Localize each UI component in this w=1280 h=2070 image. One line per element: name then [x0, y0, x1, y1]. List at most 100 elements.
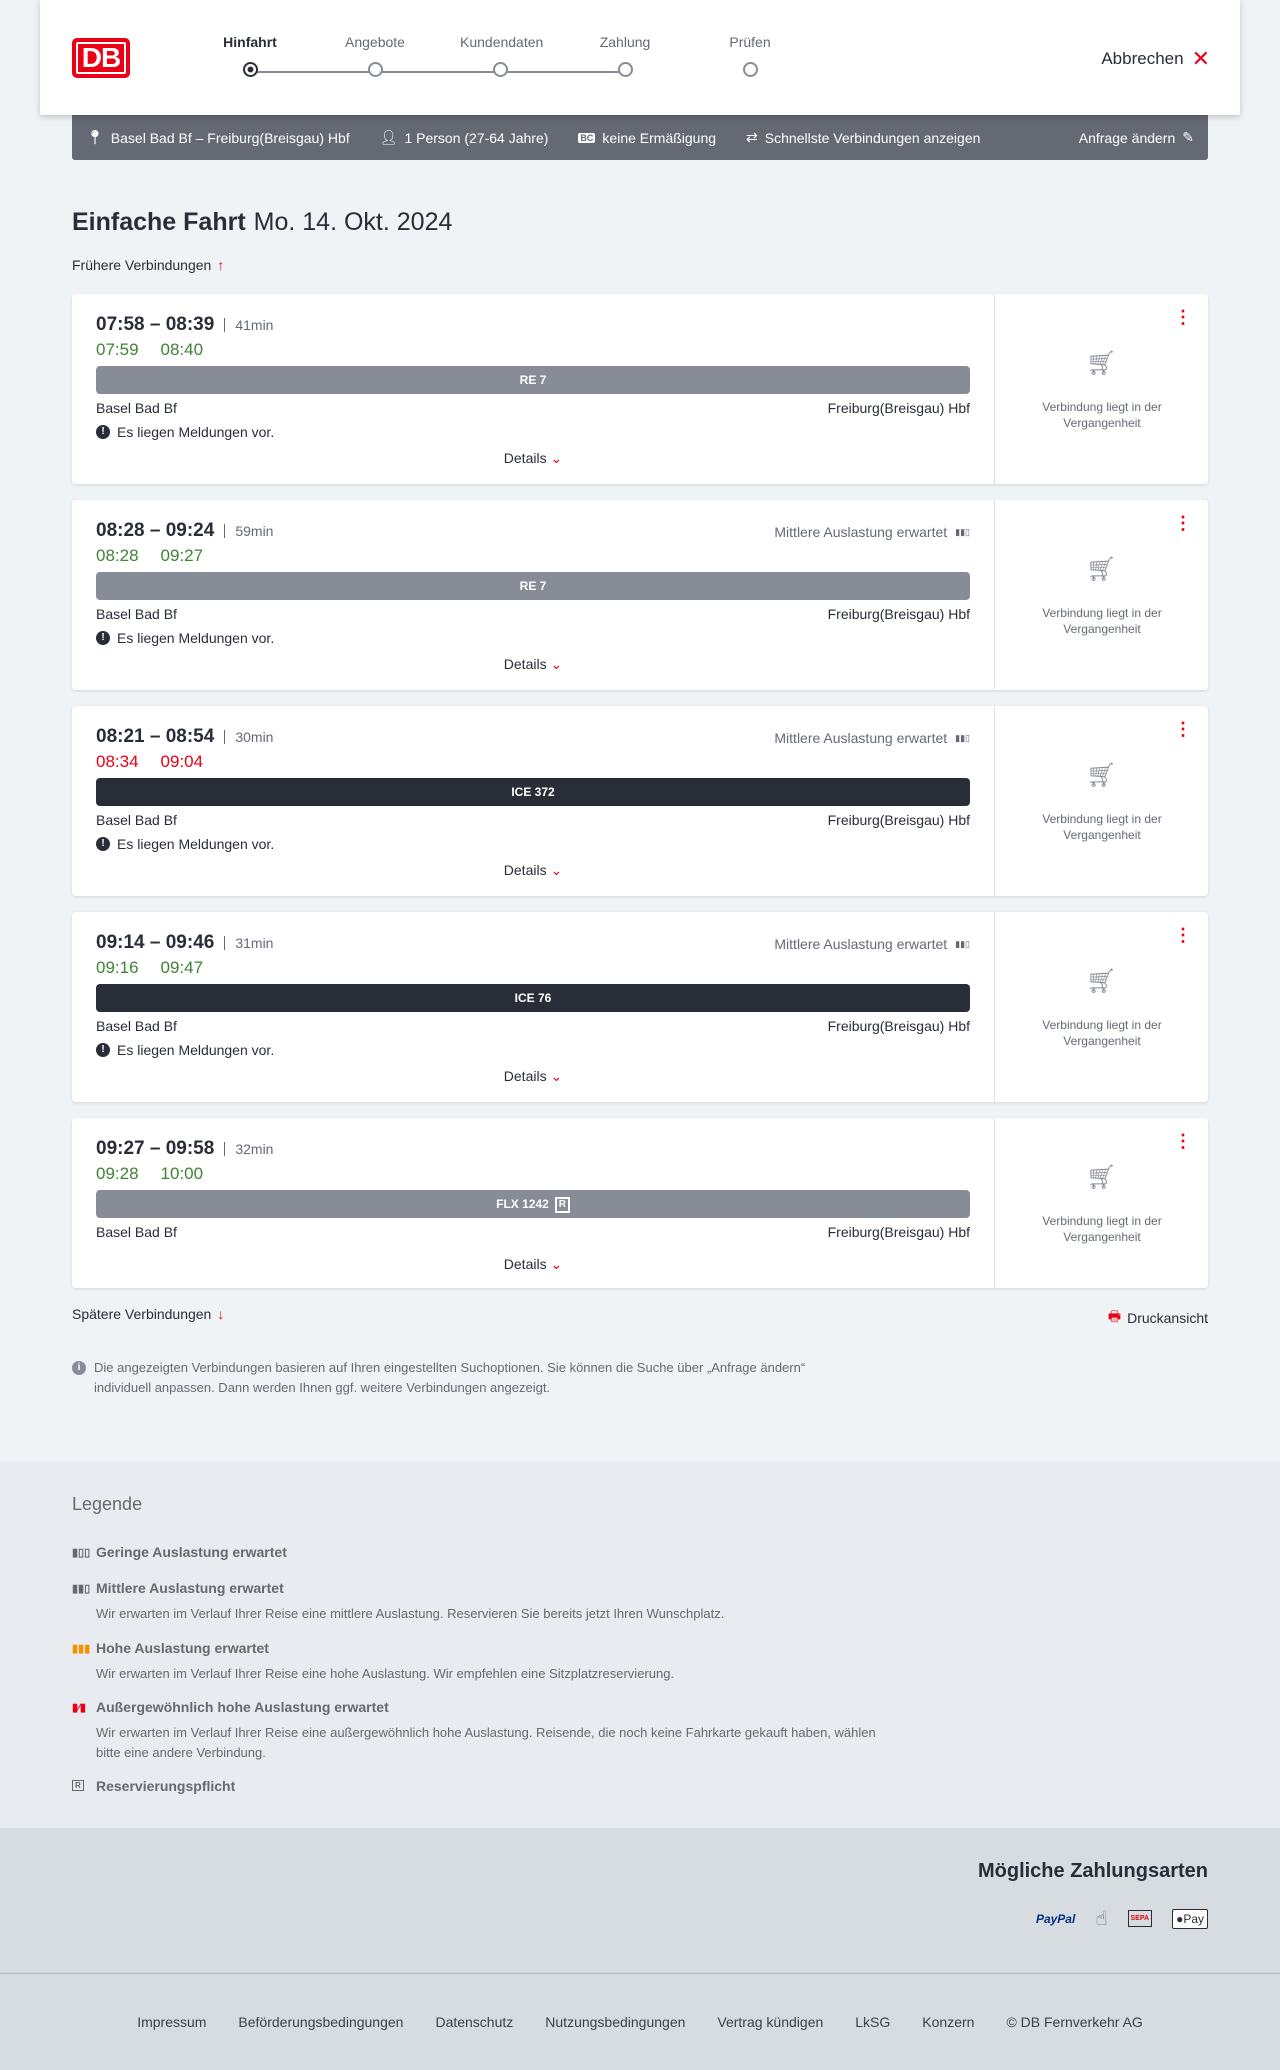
- footer-link-nutzungsbedingungen[interactable]: Nutzungsbedingungen: [545, 2014, 686, 2030]
- footer-copyright: © DB Fernverkehr AG: [1006, 2014, 1143, 2030]
- reservation-required-icon: R: [554, 1196, 570, 1213]
- duration: 30min: [224, 730, 273, 744]
- arrival-station: Freiburg(Breisgau) Hbf: [827, 1224, 970, 1240]
- location-pin-icon: 📍︎: [86, 129, 104, 145]
- footer-link-datenschutz[interactable]: Datenschutz: [435, 2014, 514, 2030]
- details-toggle[interactable]: Details ⌄: [503, 1068, 563, 1084]
- exclamation-icon: !: [96, 837, 110, 851]
- edit-request-button[interactable]: Anfrage ändern ✎: [1078, 129, 1194, 146]
- exclamation-icon: !: [96, 631, 110, 645]
- train-bar[interactable]: RE 7: [96, 572, 970, 600]
- payment-icons: PayPal ☝︎ SEPA ●Pay: [1036, 1906, 1208, 1931]
- step-kundendaten: Kundendaten: [460, 34, 543, 77]
- departure-station: Basel Bad Bf: [96, 606, 177, 622]
- planned-times: 09:14 – 09:46 31min: [96, 932, 274, 953]
- planned-times: 08:28 – 09:24 59min: [96, 520, 274, 541]
- db-logo[interactable]: DB: [72, 38, 130, 78]
- medium-load-icon: ▮▮▯: [72, 1583, 91, 1595]
- more-options-icon[interactable]: ⋮: [1174, 1131, 1192, 1151]
- more-options-icon[interactable]: ⋮: [1174, 513, 1192, 533]
- duration: 59min: [224, 524, 273, 538]
- swap-icon: ⇄: [746, 129, 758, 145]
- more-options-icon[interactable]: ⋮: [1174, 307, 1192, 327]
- legend-title: Legende: [72, 1494, 143, 1514]
- past-connection-status: Verbindung liegt in der Vergangenheit: [1042, 812, 1162, 842]
- pencil-icon: ✎: [1182, 129, 1194, 145]
- stepper-line: [250, 71, 625, 73]
- connection-card: 08:28 – 09:24 59min 08:28 09:27 Mittlere Au…: [72, 500, 1208, 690]
- fastest-connections-link[interactable]: ⇄ Schnellste Verbindungen anzeigen: [746, 129, 981, 146]
- details-toggle[interactable]: Details ⌄: [503, 1256, 563, 1272]
- planned-times: 09:27 – 09:58 32min: [96, 1138, 274, 1159]
- arrival-station: Freiburg(Breisgau) Hbf: [827, 812, 970, 828]
- more-options-icon[interactable]: ⋮: [1174, 925, 1192, 945]
- footer-link-vertrag-kuendigen[interactable]: Vertrag kündigen: [717, 2014, 824, 2030]
- close-icon: ✕: [1191, 46, 1210, 71]
- arrow-down-icon: ↓: [217, 1306, 225, 1322]
- payment-title: Mögliche Zahlungsarten: [977, 1860, 1208, 1882]
- messages-notice: ! Es liegen Meldungen vor.: [96, 1042, 274, 1058]
- medium-load-icon: ▮▮▯: [955, 526, 970, 537]
- cancel-button[interactable]: Abbrechen ✕: [1101, 46, 1210, 71]
- legend-low-load: ▮▯▯ Geringe Auslastung erwartet: [72, 1544, 287, 1560]
- past-connection-status: Verbindung liegt in der Vergangenheit: [1042, 606, 1162, 636]
- page-title: Einfache Fahrt Mo. 14. Okt. 2024: [72, 208, 453, 236]
- details-toggle[interactable]: Details ⌄: [503, 862, 563, 878]
- sepa-icon: SEPA: [1127, 1910, 1153, 1927]
- step-zahlung: Zahlung: [585, 34, 665, 77]
- chevron-down-icon: ⌄: [550, 450, 563, 466]
- exceptional-load-icon: ▮⁄▮: [72, 1702, 86, 1714]
- load-indicator: Mittlere Auslastung erwartet ▮▮▯: [774, 524, 970, 540]
- footer-link-konzern[interactable]: Konzern: [922, 2014, 975, 2030]
- later-connections-link[interactable]: Spätere Verbindungen ↓: [72, 1306, 225, 1322]
- legend-medium-load: ▮▮▯ Mittlere Auslastung erwartet Wir erwar…: [72, 1580, 725, 1621]
- realtime-times: 07:59 08:40: [96, 340, 204, 359]
- chevron-down-icon: ⌄: [550, 862, 563, 878]
- legend-high-load: ▮▮▮ Hohe Auslastung erwartet Wir erwarten …: [72, 1640, 675, 1681]
- past-connection-status: Verbindung liegt in der Vergangenheit: [1042, 400, 1162, 430]
- medium-load-icon: ▮▮▯: [955, 732, 970, 743]
- footer-link-lksg[interactable]: LkSG: [855, 2014, 891, 2030]
- messages-notice: ! Es liegen Meldungen vor.: [96, 836, 274, 852]
- progress-stepper: Hinfahrt Angebote Kundendaten Zahlung Pr…: [210, 34, 771, 84]
- print-view-link[interactable]: 🖶︎ Druckansicht: [1108, 1306, 1208, 1330]
- person-icon: 👤︎: [379, 129, 398, 145]
- high-load-icon: ▮▮▮: [72, 1643, 91, 1655]
- more-options-icon[interactable]: ⋮: [1174, 719, 1192, 739]
- realtime-times: 08:34 09:04: [96, 752, 204, 771]
- arrow-up-icon: ↑: [217, 257, 225, 273]
- chevron-down-icon: ⌄: [550, 656, 563, 672]
- details-toggle[interactable]: Details ⌄: [503, 656, 563, 672]
- train-bar[interactable]: RE 7: [96, 366, 970, 394]
- planned-times: 08:21 – 08:54 30min: [96, 726, 274, 747]
- route-info: 📍︎ Basel Bad Bf – Freiburg(Breisgau) Hbf: [86, 129, 350, 146]
- train-bar[interactable]: ICE 372: [96, 778, 970, 806]
- payment-methods-section: Mögliche Zahlungsarten PayPal ☝︎ SEPA ●P…: [0, 1828, 1280, 1973]
- past-connection-status: Verbindung liegt in der Vergangenheit: [1042, 1214, 1162, 1244]
- chevron-down-icon: ⌄: [550, 1068, 563, 1084]
- exclamation-icon: !: [96, 1043, 110, 1057]
- train-bar[interactable]: FLX 1242 R: [96, 1190, 970, 1218]
- info-note: i Die angezeigten Verbindungen basieren a…: [72, 1358, 852, 1398]
- duration: 32min: [224, 1142, 273, 1156]
- chevron-down-icon: ⌄: [550, 1256, 563, 1272]
- step-hinfahrt: Hinfahrt: [210, 34, 290, 77]
- info-icon: i: [72, 1361, 86, 1375]
- earlier-connections-link[interactable]: Frühere Verbindungen ↑: [72, 257, 225, 273]
- realtime-times: 08:28 09:27: [96, 546, 204, 565]
- past-connection-status: Verbindung liegt in der Vergangenheit: [1042, 1018, 1162, 1048]
- footer-link-befoerderungsbedingungen[interactable]: Beförderungsbedingungen: [238, 2014, 404, 2030]
- persons-info: 👤︎ 1 Person (27-64 Jahre): [379, 129, 549, 146]
- cart-disabled-icon: 🛒︎: [1086, 350, 1117, 377]
- connection-card: 09:27 – 09:58 32min 09:28 10:00 FLX 1242 R B…: [72, 1118, 1208, 1288]
- search-summary-bar: 📍︎ Basel Bad Bf – Freiburg(Breisgau) Hbf …: [72, 115, 1208, 160]
- train-bar[interactable]: ICE 76: [96, 984, 970, 1012]
- details-toggle[interactable]: Details ⌄: [503, 450, 563, 466]
- step-pruefen: Prüfen: [710, 34, 790, 77]
- bahncard-icon: BC: [578, 132, 596, 143]
- contactless-hand-icon: ☝︎: [1095, 1908, 1108, 1930]
- connection-card: 09:14 – 09:46 31min 09:16 09:47 Mittlere Au…: [72, 912, 1208, 1102]
- cart-disabled-icon: 🛒︎: [1086, 968, 1117, 995]
- footer-link-impressum[interactable]: Impressum: [137, 2014, 207, 2030]
- cart-disabled-icon: 🛒︎: [1086, 556, 1117, 583]
